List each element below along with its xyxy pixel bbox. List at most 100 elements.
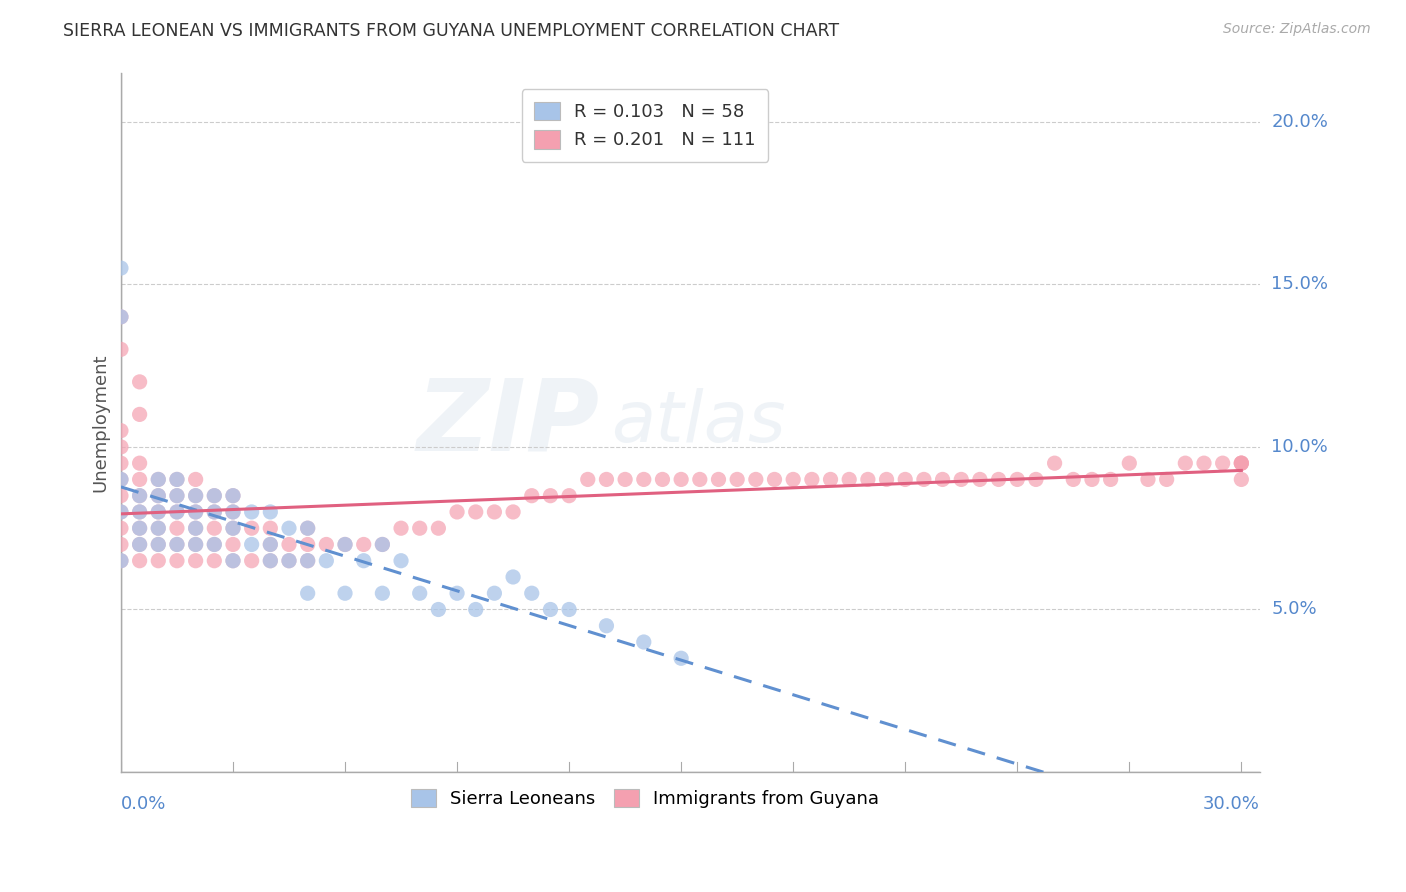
Point xyxy=(128,489,150,503)
Point xyxy=(1081,472,1104,486)
Point xyxy=(1212,456,1234,470)
Point xyxy=(128,521,150,535)
Point xyxy=(763,472,786,486)
Point xyxy=(240,521,263,535)
Point xyxy=(297,554,319,568)
Point xyxy=(110,440,132,454)
Point xyxy=(259,521,281,535)
Point xyxy=(409,586,432,600)
Point xyxy=(297,521,319,535)
Point xyxy=(838,472,860,486)
Point xyxy=(520,586,543,600)
Point xyxy=(278,537,301,551)
Point xyxy=(222,537,245,551)
Point xyxy=(1043,456,1066,470)
Point xyxy=(148,521,170,535)
Point xyxy=(725,472,748,486)
Point xyxy=(110,310,132,324)
Point xyxy=(166,505,188,519)
Point xyxy=(876,472,898,486)
Text: 30.0%: 30.0% xyxy=(1204,795,1260,813)
Point xyxy=(184,521,207,535)
Point xyxy=(484,505,506,519)
Point xyxy=(110,343,132,357)
Point xyxy=(502,505,524,519)
Point xyxy=(484,586,506,600)
Point xyxy=(184,505,207,519)
Text: 20.0%: 20.0% xyxy=(1271,112,1329,131)
Point xyxy=(576,472,599,486)
Point xyxy=(1156,472,1178,486)
Point xyxy=(409,521,432,535)
Point xyxy=(745,472,768,486)
Point xyxy=(333,537,356,551)
Text: 10.0%: 10.0% xyxy=(1271,438,1327,456)
Point xyxy=(707,472,730,486)
Point xyxy=(128,375,150,389)
Point xyxy=(202,505,225,519)
Point xyxy=(222,521,245,535)
Point xyxy=(166,472,188,486)
Point xyxy=(371,537,394,551)
Point xyxy=(297,586,319,600)
Point xyxy=(520,489,543,503)
Point xyxy=(110,456,132,470)
Point xyxy=(166,505,188,519)
Point xyxy=(184,489,207,503)
Point xyxy=(148,472,170,486)
Text: SIERRA LEONEAN VS IMMIGRANTS FROM GUYANA UNEMPLOYMENT CORRELATION CHART: SIERRA LEONEAN VS IMMIGRANTS FROM GUYANA… xyxy=(63,22,839,40)
Point xyxy=(148,505,170,519)
Point xyxy=(259,505,281,519)
Point xyxy=(222,554,245,568)
Point xyxy=(278,554,301,568)
Point xyxy=(240,537,263,551)
Point xyxy=(371,537,394,551)
Point xyxy=(259,554,281,568)
Point xyxy=(222,505,245,519)
Point xyxy=(202,521,225,535)
Point xyxy=(315,537,337,551)
Point xyxy=(240,505,263,519)
Point xyxy=(856,472,879,486)
Point xyxy=(110,472,132,486)
Point xyxy=(202,537,225,551)
Point xyxy=(110,505,132,519)
Point xyxy=(969,472,991,486)
Point xyxy=(184,554,207,568)
Point xyxy=(148,554,170,568)
Point xyxy=(633,472,655,486)
Point xyxy=(1099,472,1122,486)
Point xyxy=(166,521,188,535)
Point xyxy=(389,521,412,535)
Point xyxy=(538,602,561,616)
Point xyxy=(128,537,150,551)
Point xyxy=(202,554,225,568)
Point xyxy=(353,554,375,568)
Point xyxy=(1192,456,1215,470)
Point xyxy=(371,586,394,600)
Point xyxy=(259,537,281,551)
Point xyxy=(128,408,150,422)
Point xyxy=(148,537,170,551)
Point xyxy=(148,521,170,535)
Point xyxy=(184,489,207,503)
Point xyxy=(202,489,225,503)
Point xyxy=(297,537,319,551)
Point xyxy=(297,554,319,568)
Point xyxy=(1007,472,1029,486)
Point xyxy=(110,261,132,276)
Point xyxy=(669,651,692,665)
Point xyxy=(278,521,301,535)
Point xyxy=(427,521,450,535)
Text: 5.0%: 5.0% xyxy=(1271,600,1317,618)
Point xyxy=(128,554,150,568)
Point xyxy=(128,489,150,503)
Point xyxy=(800,472,823,486)
Text: Source: ZipAtlas.com: Source: ZipAtlas.com xyxy=(1223,22,1371,37)
Point xyxy=(782,472,804,486)
Point xyxy=(595,619,617,633)
Point xyxy=(202,537,225,551)
Point xyxy=(184,472,207,486)
Point xyxy=(1118,456,1140,470)
Point xyxy=(166,489,188,503)
